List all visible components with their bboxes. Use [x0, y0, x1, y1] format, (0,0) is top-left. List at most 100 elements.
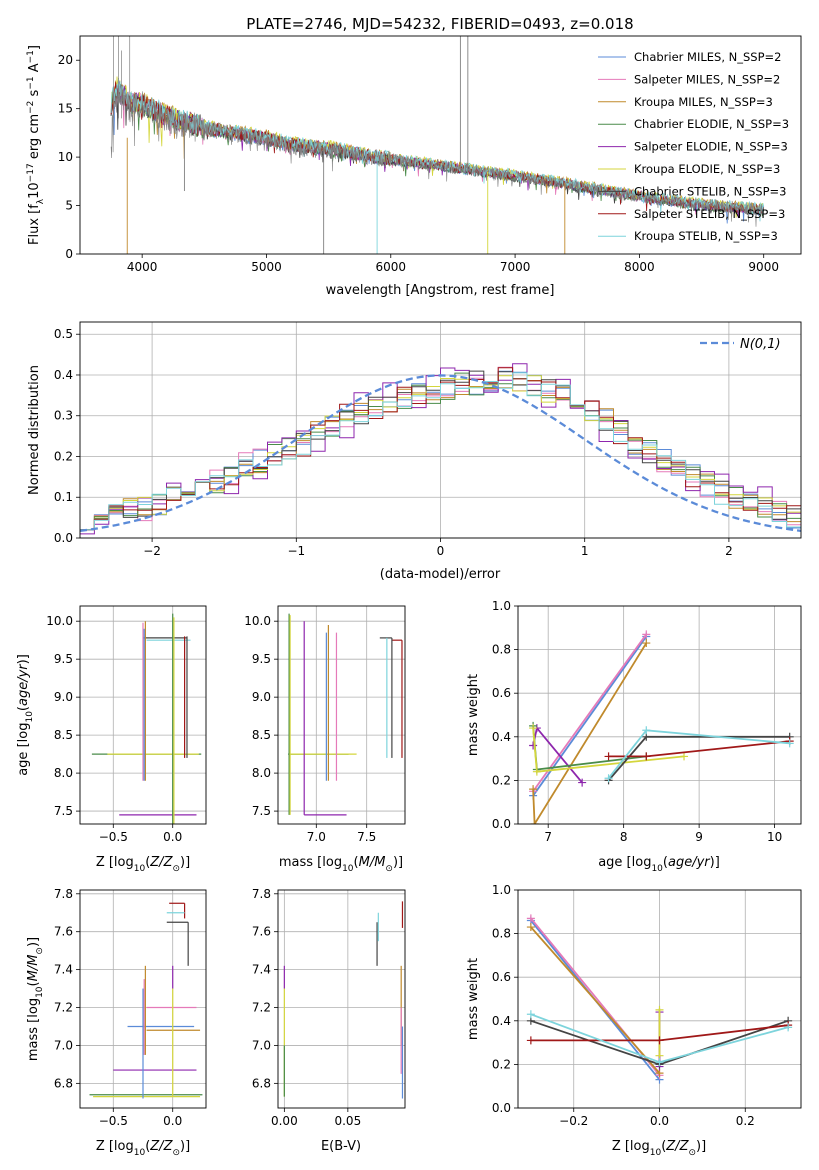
axes-frame — [277, 889, 406, 1109]
chart-age-vs-Z: −0.5 0.0 7.5 8.0 8.5 9.0 9.5 10.0 Z [log10(Z/Z⊙)… — [16, 605, 207, 874]
y-tick-label: 7.6 — [252, 925, 271, 939]
weight-point — [530, 820, 539, 824]
x-axis-label: Z [log10(Z/Z⊙)] — [96, 855, 190, 874]
y-tick-label: 10.0 — [46, 614, 73, 628]
chart-mass-vs-EBV: 0.00 0.05 6.8 7.0 7.2 7.4 7.6 7.8 E(B-V) — [252, 887, 406, 1154]
y-tick-label: 7.8 — [252, 887, 271, 901]
x-axis-label: Z [log10(Z/Z⊙)] — [612, 1139, 706, 1158]
chart-mass-vs-Z: −0.5 0.0 6.8 7.0 7.2 7.4 7.6 7.8 Z [log10(Z/Z⊙)]… — [26, 887, 207, 1158]
x-tick-label: 9 — [695, 830, 703, 844]
legend-label: Salpeter STELIB, N_SSP=3 — [634, 207, 785, 221]
y-tick-label: 0.1 — [54, 490, 73, 504]
x-tick-label: 0.0 — [650, 1114, 669, 1128]
plot-area — [91, 613, 202, 824]
y-tick-label: 0.2 — [492, 773, 511, 787]
weight-point — [578, 778, 587, 787]
weight-point — [529, 724, 538, 733]
x-axis-label: mass [log10(M/M⊙)] — [279, 855, 403, 874]
y-tick-label: 1.0 — [492, 599, 511, 613]
plot-area — [526, 914, 793, 1084]
weight-point — [680, 752, 689, 761]
legend-label: Kroupa ELODIE, N_SSP=3 — [634, 162, 780, 176]
weight-point — [642, 752, 651, 761]
y-tick-label: 8.0 — [54, 766, 73, 780]
y-tick-label: 7.2 — [252, 1001, 271, 1015]
weight-point — [526, 1010, 535, 1019]
y-tick-label: 0.2 — [54, 449, 73, 463]
histogram-step — [80, 372, 801, 531]
y-tick-label: 9.5 — [252, 652, 271, 666]
y-tick-label: 7.6 — [54, 925, 73, 939]
y-tick-label: 10.0 — [244, 614, 271, 628]
weight-point — [526, 1036, 535, 1045]
y-tick-label: 0 — [65, 247, 73, 261]
weight-point — [532, 767, 541, 776]
weight-point — [642, 630, 651, 639]
chart-weight-vs-Z: −0.2 0.0 0.2 0.0 0.2 0.4 0.6 0.8 1.0 Z [log10(Z/Z… — [466, 883, 802, 1158]
chart-title: PLATE=2746, MJD=54232, FIBERID=0493, z=0… — [246, 15, 633, 33]
y-tick-label: 0.0 — [492, 817, 511, 831]
x-tick-label: 9000 — [748, 260, 779, 274]
y-tick-label: 6.8 — [54, 1076, 73, 1090]
observed-spectrum-line — [110, 85, 764, 227]
x-axis-label: (data-model)/error — [380, 567, 501, 582]
x-axis-label: Z [log10(Z/Z⊙)] — [96, 1139, 190, 1158]
x-tick-label: 0.0 — [163, 1114, 182, 1128]
y-tick-label: 9.0 — [54, 690, 73, 704]
x-tick-label: 1 — [581, 544, 589, 558]
plot-area — [89, 902, 203, 1099]
y-tick-label: 8.5 — [252, 728, 271, 742]
legend: Chabrier MILES, N_SSP=2 Salpeter MILES, N… — [598, 50, 789, 243]
weight-point — [655, 1005, 664, 1014]
legend-label: Salpeter MILES, N_SSP=2 — [634, 72, 780, 86]
y-axis-label: mass weight — [466, 674, 481, 756]
y-tick-label: 0.4 — [492, 1014, 511, 1028]
x-tick-label: −1 — [287, 544, 305, 558]
weight-point — [604, 752, 613, 761]
y-axis-label: mass weight — [466, 958, 481, 1040]
y-tick-label: 0.6 — [492, 686, 511, 700]
weight-point — [526, 914, 535, 923]
y-tick-label: 7.4 — [252, 963, 271, 977]
y-tick-label: 0.0 — [54, 531, 73, 545]
x-tick-label: 7.5 — [357, 830, 376, 844]
weight-point — [784, 1023, 793, 1032]
chart-spectrum: 4000 5000 6000 7000 8000 9000 0 5 10 15 20 PLATE=27… — [26, 15, 802, 298]
y-axis-label: Normed distribution — [27, 365, 42, 495]
x-tick-label: 0 — [437, 544, 445, 558]
y-tick-label: 7.5 — [252, 804, 271, 818]
y-tick-label: 7.0 — [54, 1038, 73, 1052]
y-tick-label: 7.2 — [54, 1001, 73, 1015]
legend-label: Chabrier STELIB, N_SSP=3 — [634, 184, 786, 198]
y-tick-label: 0.4 — [492, 730, 511, 744]
legend-label: Kroupa STELIB, N_SSP=3 — [634, 229, 778, 243]
axes-frame — [277, 605, 406, 825]
x-tick-label: 8 — [620, 830, 628, 844]
x-tick-label: 7.0 — [307, 830, 326, 844]
x-tick-label: 8000 — [624, 260, 655, 274]
x-tick-label: 7 — [544, 830, 552, 844]
y-tick-label: 20 — [58, 53, 73, 67]
y-tick-label: 7.4 — [54, 963, 73, 977]
x-tick-label: 4000 — [127, 260, 158, 274]
x-tick-label: −2 — [143, 544, 161, 558]
y-tick-label: 15 — [58, 102, 73, 116]
weight-point — [529, 785, 538, 794]
x-tick-label: −0.5 — [99, 1114, 128, 1128]
y-axis-label: age [log10(age/yr)] — [16, 654, 35, 776]
x-axis-label: E(B-V) — [321, 1139, 361, 1154]
weight-line — [532, 642, 648, 824]
axes-frame — [79, 889, 207, 1109]
chart-weight-vs-age: 7 8 9 10 0.0 0.2 0.4 0.6 0.8 1.0 age [log10(age/yr… — [466, 599, 802, 874]
axes-frame — [517, 889, 802, 1109]
y-tick-label: 6.8 — [252, 1076, 271, 1090]
axes-frame — [517, 605, 802, 825]
plot-area — [288, 613, 403, 816]
y-axis-label: mass [log10(M/M⊙)] — [26, 937, 45, 1061]
y-tick-label: 9.0 — [252, 690, 271, 704]
weight-point — [642, 726, 651, 735]
legend-label: N(0,1) — [740, 337, 781, 352]
weight-line — [530, 926, 661, 1074]
x-tick-label: 0.0 — [163, 830, 182, 844]
